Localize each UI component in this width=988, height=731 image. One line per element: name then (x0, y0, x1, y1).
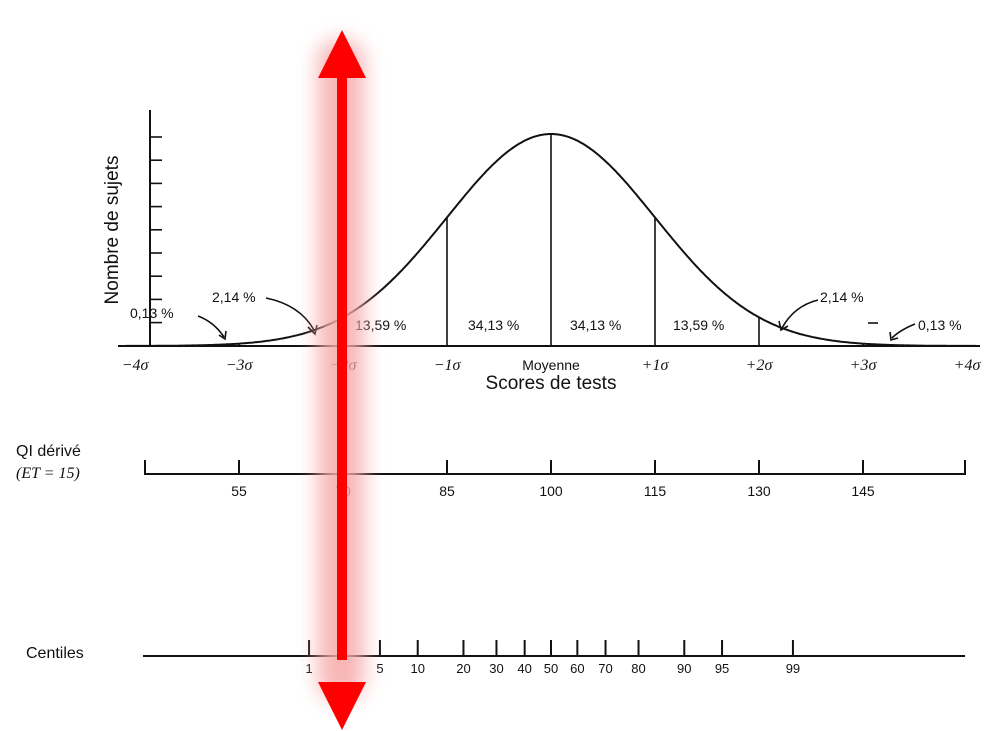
qi-tick-label: 145 (851, 483, 875, 499)
qi-tick-label: 85 (439, 483, 455, 499)
qi-scale: 557085100115130145 (144, 460, 966, 499)
qi-tick-label: 115 (644, 483, 667, 499)
pct-left-tail: 0,13 % (130, 305, 174, 321)
centile-tick-label: 10 (410, 661, 424, 676)
pct-left-1: 13,59 % (355, 317, 406, 333)
centile-tick-label: 5 (376, 661, 383, 676)
centile-tick-label: 80 (631, 661, 645, 676)
qi-tick-label: 100 (539, 483, 563, 499)
sigma-tick-label: +1σ (642, 357, 670, 374)
qi-tick-label: 130 (747, 483, 771, 499)
y-axis-label: Nombre de sujets (102, 156, 123, 305)
centile-tick-label: 1 (305, 661, 312, 676)
pct-right-2: 2,14 % (820, 289, 864, 305)
centiles-scale: 1 5 10 20 30 40 50 60 70 80 90 95 99 (143, 640, 965, 676)
centile-tick-label: 95 (715, 661, 729, 676)
pct-right-tail: 0,13 % (918, 317, 962, 333)
centile-tick-label: 60 (570, 661, 584, 676)
centile-tick-label: 90 (677, 661, 691, 676)
pct-right-1: 13,59 % (673, 317, 724, 333)
pointer-arrows (197, 297, 916, 342)
centile-tick-label: 20 (456, 661, 470, 676)
centile-tick-label: 30 (489, 661, 503, 676)
sigma-dividers (238, 134, 864, 346)
sigma-tick-label: +3σ (850, 357, 878, 374)
centile-tick-label: 50 (544, 661, 558, 676)
x-axis-label: Scores de tests (486, 373, 617, 394)
highlight-arrow (318, 30, 366, 730)
pct-right-0: 34,13 % (570, 317, 621, 333)
arrow-up-head (318, 30, 366, 78)
pct-left-0: 34,13 % (468, 317, 519, 333)
arrow-down-head (318, 682, 366, 730)
centiles-label: Centiles (26, 645, 84, 662)
centile-tick-label: 40 (517, 661, 531, 676)
centile-tick-label: 99 (786, 661, 800, 676)
qi-label-line2: (ET = 15) (16, 465, 80, 482)
sigma-tick-label: −1σ (434, 357, 462, 374)
sigma-tick-label: Moyenne (522, 357, 580, 373)
sigma-tick-label: −3σ (226, 357, 254, 374)
pct-left-2: 2,14 % (212, 289, 256, 305)
sigma-tick-label: −4σ (122, 357, 150, 374)
sigma-tick-label: +4σ (954, 357, 982, 374)
qi-label-line1: QI dérivé (16, 443, 81, 460)
qi-tick-label: 55 (231, 483, 247, 499)
sigma-tick-label: +2σ (746, 357, 774, 374)
centile-tick-label: 70 (598, 661, 612, 676)
